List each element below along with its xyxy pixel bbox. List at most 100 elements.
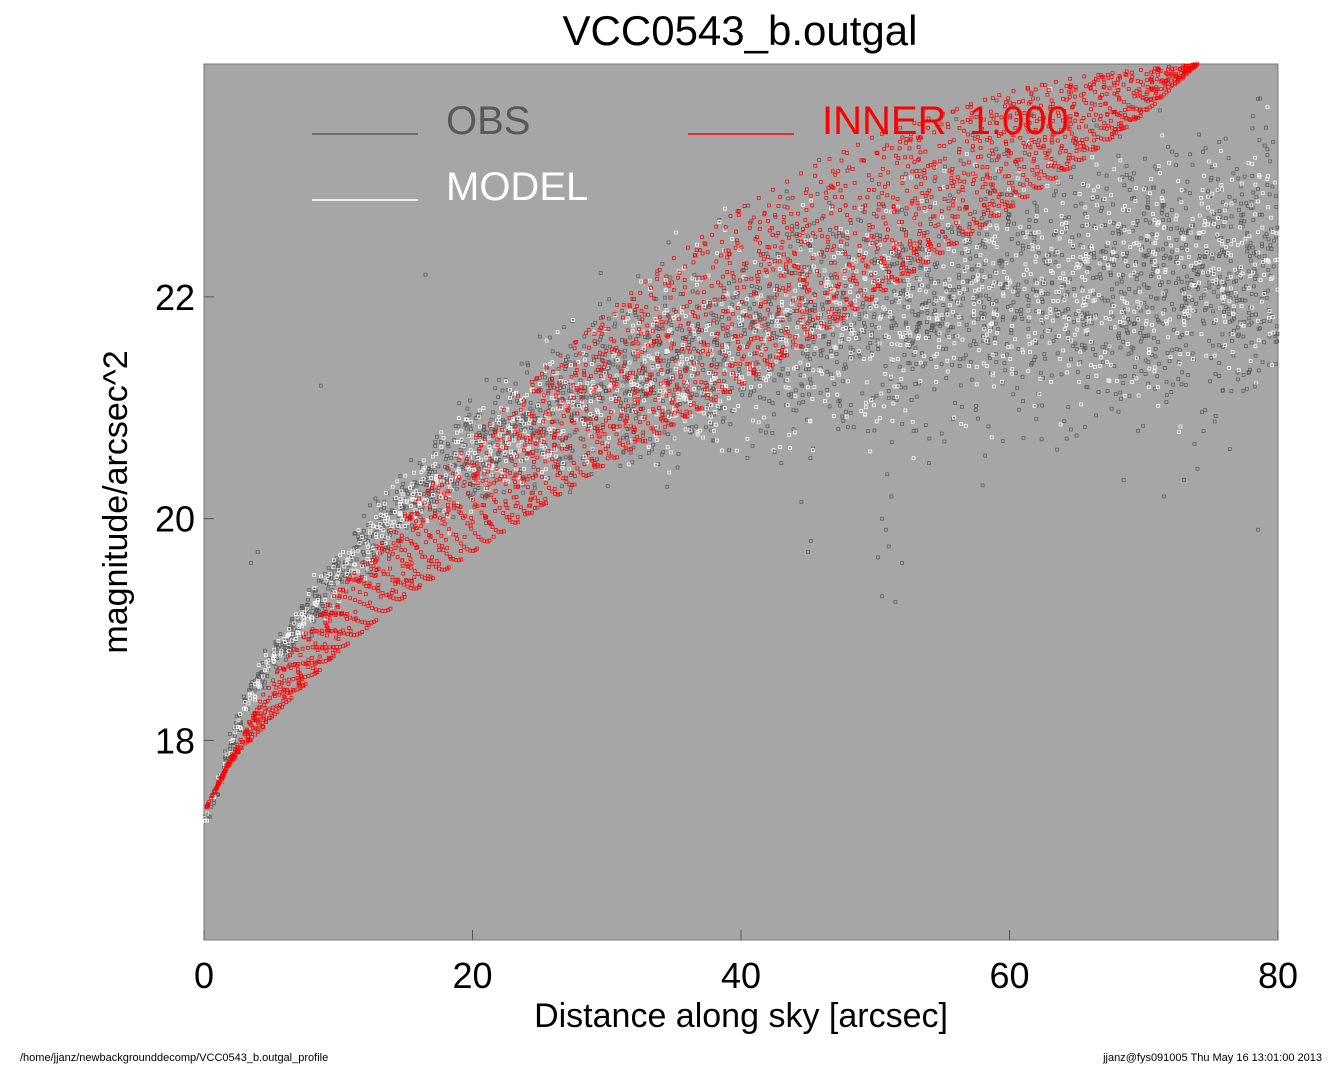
obs-point bbox=[958, 383, 963, 388]
model-point bbox=[417, 504, 422, 508]
model-point bbox=[888, 314, 893, 319]
model-point bbox=[366, 567, 371, 572]
model-point bbox=[1085, 214, 1090, 219]
obs-point bbox=[773, 215, 778, 219]
inner-point bbox=[359, 619, 364, 624]
model-point bbox=[466, 451, 471, 455]
obs-point bbox=[598, 271, 603, 275]
obs-point bbox=[1021, 399, 1025, 404]
model-point bbox=[692, 367, 696, 371]
obs-point bbox=[1015, 309, 1019, 313]
obs-point bbox=[1110, 287, 1114, 292]
model-point bbox=[335, 580, 340, 585]
model-point bbox=[647, 409, 652, 414]
obs-point bbox=[887, 395, 891, 400]
obs-point bbox=[1009, 193, 1014, 197]
model-point bbox=[1064, 226, 1068, 231]
model-point bbox=[1182, 318, 1186, 323]
obs-point bbox=[1238, 220, 1243, 225]
obs-point bbox=[276, 646, 280, 650]
model-point bbox=[804, 348, 809, 352]
model-point bbox=[767, 372, 772, 376]
model-point bbox=[408, 485, 412, 490]
obs-outlier-point bbox=[1121, 477, 1126, 482]
obs-point bbox=[1257, 138, 1262, 142]
model-point bbox=[477, 414, 481, 419]
obs-point bbox=[758, 286, 762, 291]
obs-point bbox=[848, 327, 852, 331]
model-point bbox=[590, 414, 595, 419]
model-point bbox=[1179, 188, 1184, 193]
obs-point bbox=[618, 404, 622, 409]
obs-point bbox=[536, 389, 541, 394]
obs-point bbox=[714, 320, 719, 325]
model-point bbox=[1036, 299, 1041, 304]
model-point bbox=[590, 379, 595, 384]
obs-point bbox=[1190, 298, 1195, 302]
obs-point bbox=[812, 221, 817, 226]
obs-point bbox=[944, 376, 949, 380]
obs-point bbox=[364, 535, 369, 539]
obs-point bbox=[1164, 400, 1169, 404]
obs-point bbox=[989, 158, 994, 163]
obs-point bbox=[1179, 279, 1184, 284]
model-point bbox=[398, 497, 403, 501]
model-point bbox=[405, 498, 409, 503]
model-point bbox=[917, 288, 922, 292]
obs-point bbox=[538, 408, 543, 413]
inner-point bbox=[521, 402, 526, 407]
model-point bbox=[394, 495, 399, 500]
obs-point bbox=[275, 656, 279, 661]
model-point bbox=[845, 230, 850, 235]
model-point bbox=[1034, 293, 1039, 298]
model-point bbox=[1120, 207, 1125, 212]
inner-point bbox=[345, 632, 350, 637]
model-point bbox=[747, 371, 751, 376]
obs-point bbox=[1098, 272, 1102, 277]
obs-outlier-point bbox=[1162, 494, 1166, 499]
obs-point bbox=[1119, 230, 1124, 235]
model-point bbox=[1099, 355, 1103, 360]
model-point bbox=[682, 419, 687, 423]
obs-point bbox=[1111, 202, 1115, 207]
obs-point bbox=[382, 499, 387, 504]
model-point bbox=[295, 630, 300, 635]
model-point bbox=[756, 365, 761, 370]
inner-point bbox=[602, 406, 607, 411]
model-point bbox=[1256, 230, 1260, 235]
model-point bbox=[585, 381, 590, 386]
model-point bbox=[788, 446, 792, 450]
model-point bbox=[524, 456, 529, 461]
obs-point bbox=[274, 665, 279, 670]
obs-point bbox=[1098, 209, 1103, 213]
model-point bbox=[1001, 354, 1005, 359]
inner-point bbox=[414, 586, 419, 591]
obs-point bbox=[414, 483, 419, 488]
model-point bbox=[1179, 200, 1184, 205]
obs-point bbox=[1019, 251, 1024, 256]
obs-point bbox=[1217, 374, 1222, 378]
obs-point bbox=[386, 529, 391, 534]
model-point bbox=[1246, 286, 1251, 291]
obs-point bbox=[1027, 218, 1032, 222]
model-point bbox=[1220, 187, 1224, 192]
model-point bbox=[395, 523, 400, 528]
inner-point bbox=[564, 480, 569, 484]
obs-point bbox=[1144, 238, 1149, 242]
model-point bbox=[991, 261, 996, 266]
obs-point bbox=[985, 206, 990, 210]
obs-point bbox=[900, 207, 904, 212]
model-point bbox=[804, 267, 809, 272]
inner-point bbox=[479, 510, 484, 515]
obs-point bbox=[1141, 424, 1145, 428]
inner-point bbox=[572, 461, 576, 465]
inner-point bbox=[629, 447, 633, 451]
model-point bbox=[689, 323, 694, 328]
obs-point bbox=[793, 388, 798, 393]
model-point bbox=[1033, 230, 1037, 235]
inner-point bbox=[536, 467, 540, 472]
model-point bbox=[974, 382, 979, 387]
model-point bbox=[681, 343, 685, 347]
obs-point bbox=[1142, 282, 1147, 287]
obs-point bbox=[1039, 437, 1044, 442]
